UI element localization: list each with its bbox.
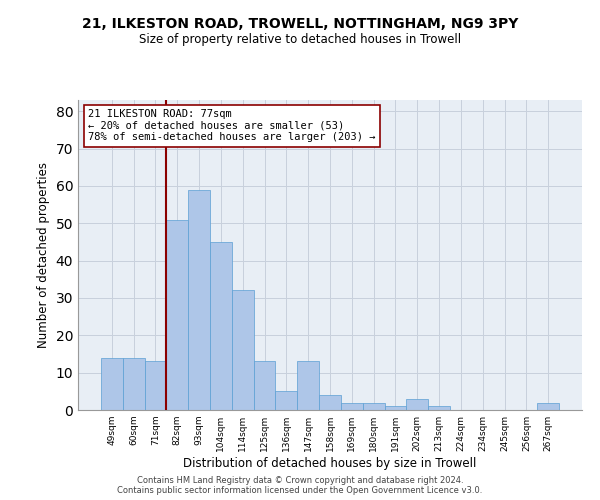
Y-axis label: Number of detached properties: Number of detached properties — [37, 162, 50, 348]
Bar — [537, 402, 559, 410]
Text: Contains HM Land Registry data © Crown copyright and database right 2024.
Contai: Contains HM Land Registry data © Crown c… — [118, 476, 482, 495]
Bar — [254, 362, 275, 410]
Bar — [363, 402, 385, 410]
Bar — [232, 290, 254, 410]
Text: Size of property relative to detached houses in Trowell: Size of property relative to detached ho… — [139, 32, 461, 46]
Bar — [428, 406, 450, 410]
X-axis label: Distribution of detached houses by size in Trowell: Distribution of detached houses by size … — [184, 457, 476, 470]
Bar — [341, 402, 363, 410]
Bar — [145, 362, 166, 410]
Bar — [101, 358, 123, 410]
Bar — [123, 358, 145, 410]
Bar — [188, 190, 210, 410]
Bar — [406, 399, 428, 410]
Bar — [319, 395, 341, 410]
Bar — [166, 220, 188, 410]
Bar — [275, 392, 297, 410]
Bar — [297, 362, 319, 410]
Text: 21 ILKESTON ROAD: 77sqm
← 20% of detached houses are smaller (53)
78% of semi-de: 21 ILKESTON ROAD: 77sqm ← 20% of detache… — [88, 110, 376, 142]
Text: 21, ILKESTON ROAD, TROWELL, NOTTINGHAM, NG9 3PY: 21, ILKESTON ROAD, TROWELL, NOTTINGHAM, … — [82, 18, 518, 32]
Bar — [385, 406, 406, 410]
Bar — [210, 242, 232, 410]
